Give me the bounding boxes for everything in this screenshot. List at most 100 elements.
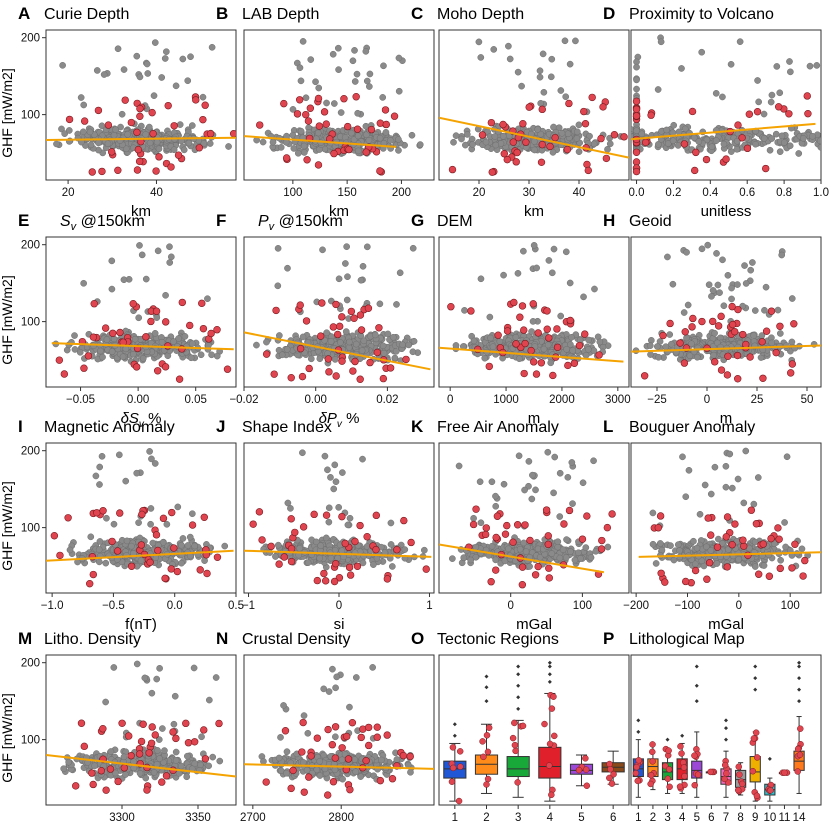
scatter-points	[46, 448, 234, 588]
highlight-point	[566, 316, 575, 325]
highlight-point	[513, 148, 521, 157]
data-point	[108, 285, 116, 293]
highlight-point	[200, 513, 208, 521]
data-point	[505, 42, 512, 50]
highlight-point	[598, 536, 606, 545]
data-point	[284, 264, 291, 272]
highlight-point	[133, 166, 142, 174]
highlight-point	[108, 148, 116, 156]
x-tick-label: 2000	[549, 394, 575, 406]
highlight-point	[478, 131, 487, 139]
highlight-point	[422, 565, 430, 573]
highlight-point	[632, 167, 641, 176]
data-point	[567, 548, 574, 555]
data-point	[329, 50, 337, 58]
highlight-point	[538, 105, 546, 114]
data-point	[335, 503, 343, 511]
highlight-point	[196, 566, 204, 574]
x-tick-label: 1	[426, 600, 432, 612]
highlight-point	[570, 359, 579, 367]
highlight-point	[338, 313, 346, 321]
data-point	[698, 245, 706, 253]
data-point	[93, 67, 101, 74]
highlight-point	[287, 544, 296, 553]
highlight-point	[302, 317, 311, 325]
highlight-point	[159, 514, 168, 523]
x-tick-label: −1.0	[41, 600, 64, 612]
data-point	[500, 271, 507, 279]
data-point	[606, 140, 614, 148]
highlight-point	[129, 300, 137, 308]
data-point	[408, 131, 416, 139]
highlight-point	[201, 101, 209, 109]
data-point	[460, 554, 468, 562]
data-point	[103, 336, 111, 343]
data-point	[401, 546, 409, 553]
data-point	[175, 335, 182, 342]
data-point	[649, 540, 657, 548]
data-point	[754, 77, 761, 84]
highlight-point	[543, 307, 551, 315]
data-point	[349, 57, 357, 65]
data-point	[667, 542, 674, 549]
data-point	[148, 455, 155, 463]
data-point	[77, 94, 85, 101]
data-point	[531, 146, 538, 154]
data-point	[362, 48, 370, 55]
data-point	[766, 146, 774, 154]
highlight-point	[723, 563, 731, 571]
data-point	[786, 58, 793, 65]
highlight-point	[774, 524, 782, 532]
data-point	[144, 70, 152, 77]
data-point	[719, 93, 726, 101]
highlight-point	[448, 165, 457, 174]
data-point	[712, 90, 720, 97]
data-point	[463, 131, 471, 138]
highlight-point	[338, 512, 346, 521]
data-point	[573, 135, 581, 142]
data-point	[514, 270, 522, 277]
data-point	[718, 539, 726, 547]
data-point	[674, 142, 682, 149]
data-point	[299, 449, 306, 457]
highlight-point	[207, 329, 215, 338]
data-point	[294, 149, 302, 157]
data-point	[778, 251, 786, 259]
data-point	[455, 462, 463, 470]
highlight-point	[488, 168, 496, 176]
highlight-point	[135, 157, 144, 166]
data-point	[816, 137, 821, 145]
x-axis-label: km	[131, 203, 151, 220]
data-point	[529, 318, 537, 325]
highlight-point	[94, 106, 103, 115]
data-point	[760, 135, 768, 142]
x-axis-label: m	[528, 410, 541, 427]
highlight-point	[136, 112, 144, 121]
highlight-point	[705, 559, 714, 567]
data-point	[662, 343, 670, 351]
data-point	[142, 131, 149, 138]
data-point	[492, 141, 500, 149]
data-point	[190, 664, 198, 672]
highlight-point	[519, 120, 527, 128]
data-point	[680, 309, 688, 316]
x-axis-label: unitless	[701, 203, 752, 220]
highlight-point	[132, 363, 141, 371]
data-point	[344, 521, 352, 529]
highlight-point	[722, 533, 730, 541]
data-point	[172, 82, 180, 90]
data-point	[188, 510, 196, 518]
data-point	[321, 452, 329, 460]
panel-title: Pv @150km	[258, 213, 343, 233]
data-point	[663, 126, 670, 134]
data-point	[122, 145, 130, 153]
data-point	[278, 351, 286, 359]
highlight-point	[746, 353, 754, 361]
data-point	[536, 67, 544, 75]
data-point	[678, 65, 685, 72]
data-point	[181, 333, 189, 340]
data-point	[505, 545, 512, 553]
highlight-point	[690, 166, 699, 175]
highlight-point	[353, 125, 362, 133]
